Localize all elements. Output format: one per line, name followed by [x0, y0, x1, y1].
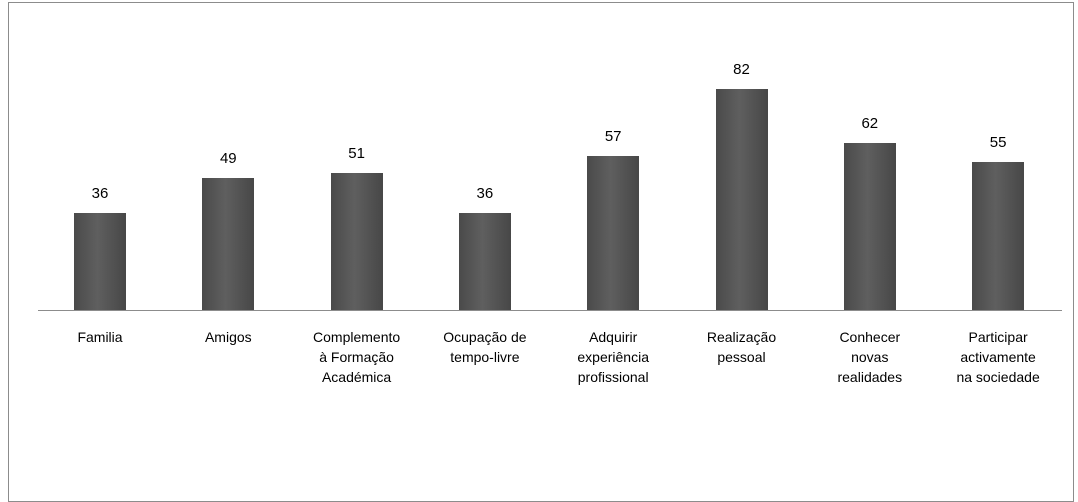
x-tick-label: Familia — [77, 329, 123, 345]
bar — [972, 161, 1025, 310]
bar — [202, 177, 255, 310]
x-tick-label: Realização pessoal — [706, 329, 777, 365]
category-axis — [38, 310, 1062, 311]
x-tick-label: Adquirir experiência profissional — [577, 329, 649, 385]
x-tick-label: Participar activamente na sociedade — [956, 329, 1040, 385]
bar — [74, 212, 126, 310]
bar — [715, 89, 768, 310]
data-label: 62 — [861, 114, 879, 132]
data-label: 51 — [348, 144, 365, 162]
chart-frame — [8, 2, 1074, 502]
data-label: 55 — [989, 133, 1007, 151]
data-label: 36 — [476, 184, 494, 202]
x-tick-label: Complemento à Formação Académica — [313, 329, 401, 385]
data-label: 49 — [219, 149, 237, 167]
bar — [843, 142, 896, 310]
x-tick-label: Amigos — [204, 329, 252, 345]
bar — [330, 172, 383, 310]
data-label: 36 — [91, 184, 109, 202]
bar — [458, 212, 511, 310]
x-tick-label: Conhecer novas realidades — [837, 329, 903, 385]
data-label: 82 — [733, 61, 750, 78]
bar — [587, 156, 640, 310]
data-label: 57 — [604, 128, 622, 146]
x-tick-label: Ocupação de tempo-livre — [443, 329, 527, 365]
